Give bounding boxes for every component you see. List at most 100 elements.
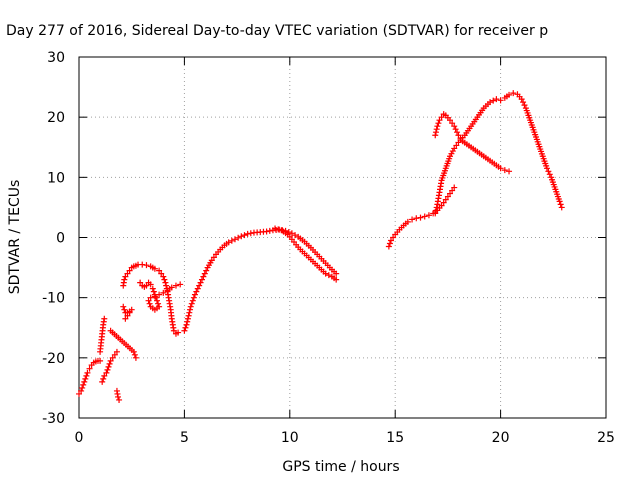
data-point-interp [449,120,456,127]
data-point [145,297,152,304]
data-point [413,215,420,222]
data-point-interp [126,309,133,316]
data-point-interp [210,254,217,261]
data-point [177,281,184,288]
x-tick-label: 25 [597,430,615,446]
data-point [151,293,158,300]
data-point [139,261,146,268]
data-point [132,354,139,361]
series-5 [120,261,182,337]
data-point [122,315,129,322]
data-point-interp [188,300,195,307]
series-12 [432,111,513,175]
data-point [156,267,163,274]
data-point [385,243,392,250]
series-2 [97,315,108,355]
x-axis-label: GPS time / hours [282,459,399,475]
data-point [120,303,127,310]
axis-ticks: 0 5 10 15 20 25 -30 -20 -10 0 10 20 30 [42,50,615,446]
y-tick-label: 0 [56,231,65,247]
data-point [506,91,513,98]
data-point [191,291,198,298]
data-point-interp [193,288,200,295]
data-point-interp [432,129,439,136]
y-axis-label: SDTVAR / TECUs [7,180,23,295]
data-point [558,204,565,211]
data-point [111,351,118,358]
data-point [114,393,121,400]
series-8 [181,226,340,334]
data-point [497,97,504,104]
y-tick-label: -20 [42,351,65,367]
data-point [493,96,500,103]
data-points [76,90,565,403]
data-point-interp [457,135,464,142]
data-point [101,315,108,322]
data-point [137,279,144,286]
data-point [442,196,449,203]
data-point [156,291,163,298]
data-point [231,236,238,243]
series-10 [385,184,458,250]
data-point-interp [241,232,248,239]
data-point-interp [79,384,86,391]
data-point-interp [106,360,113,367]
data-point [196,282,203,289]
y-tick-label: 30 [47,50,65,66]
data-point [158,270,165,277]
data-point-interp [452,126,459,133]
data-point [451,145,458,152]
data-point [147,303,154,310]
data-point [181,327,188,334]
data-point-interp [228,237,235,244]
series-7 [137,279,184,313]
data-point-interp [184,315,191,322]
data-point-interp [490,97,497,104]
data-point [333,270,340,277]
data-point-interp [444,193,451,200]
data-point [506,168,513,175]
data-point-interp [440,199,447,206]
data-point [244,230,251,237]
x-tick-label: 15 [386,430,404,446]
data-point [103,369,110,376]
data-point [288,230,295,237]
y-tick-label: 20 [47,110,65,126]
data-point [147,281,154,288]
data-point-interp [152,294,159,301]
data-point [451,123,458,130]
data-point-interp [182,324,189,331]
data-point [409,216,416,223]
data-point [387,237,394,244]
data-point [225,239,232,246]
data-point-interp [197,279,204,286]
data-point [447,117,454,124]
data-point [121,306,128,313]
data-point [518,96,525,103]
data-point [153,297,160,304]
data-point-interp [100,375,107,382]
data-point [122,273,129,280]
data-point-interp [454,129,461,136]
data-point [143,282,150,289]
data-point [78,387,85,394]
data-point-interp [81,378,88,385]
x-tick-label: 10 [281,430,299,446]
data-point-interp [198,276,205,283]
data-point [432,210,439,217]
data-point [149,285,156,292]
y-tick-label: -30 [42,411,65,427]
x-tick-label: 5 [180,430,189,446]
data-point [84,369,91,376]
data-point-interp [187,306,194,313]
data-point-interp [433,126,440,133]
data-point [183,321,190,328]
data-point-interp [235,234,242,241]
data-point-interp [146,300,153,307]
data-point [421,213,428,220]
series-9 [272,225,340,283]
series-6 [120,303,135,322]
data-point [238,233,245,240]
data-point-interp [131,351,138,358]
data-point [162,279,169,286]
